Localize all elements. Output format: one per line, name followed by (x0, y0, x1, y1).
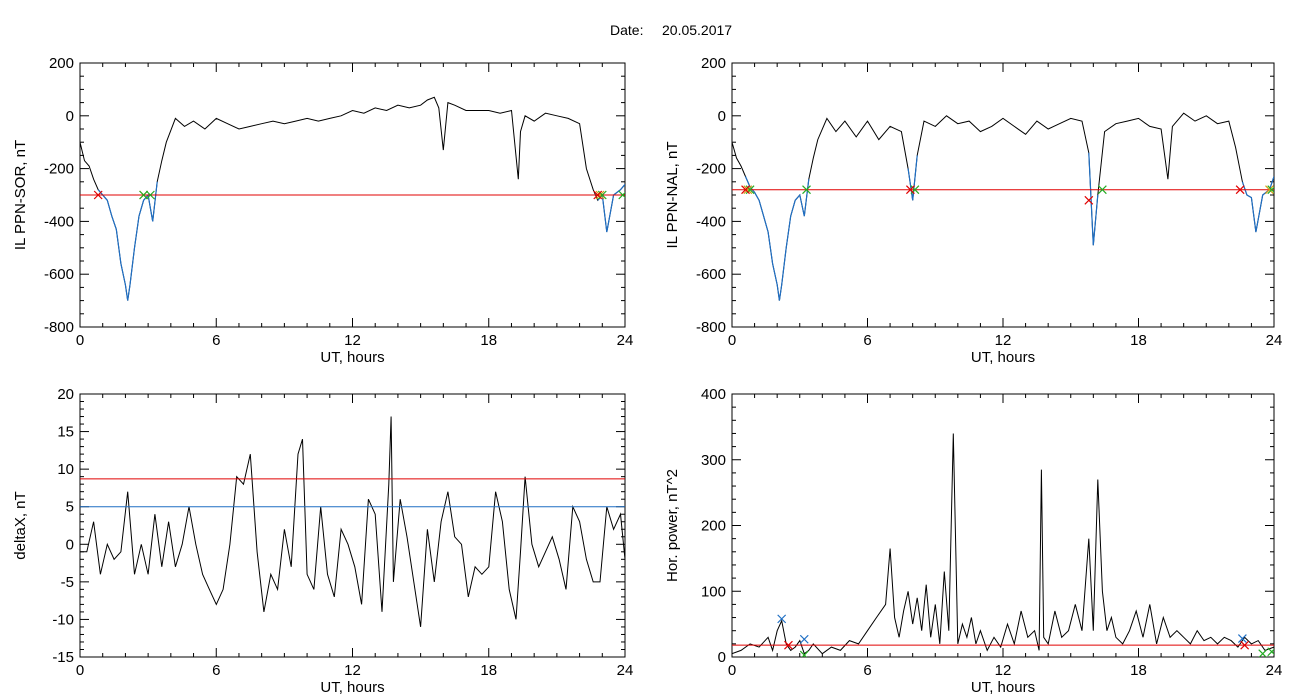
y-tick-label: 5 (66, 499, 74, 516)
marker-orange (595, 190, 605, 200)
marker-red (1084, 195, 1094, 205)
y-tick-label: 10 (57, 461, 74, 478)
plot-frame (731, 393, 1275, 658)
y-tick-label: -10 (52, 611, 74, 628)
marker-red (741, 185, 750, 195)
x-axis-title: UT, hours (971, 679, 1035, 696)
marker-red (1240, 640, 1250, 650)
x-tick-label: 24 (617, 662, 634, 679)
series-line-highlight (744, 176, 810, 301)
x-tick-label: 12 (344, 662, 361, 679)
x-tick-label: 12 (995, 332, 1012, 349)
y-axis-title: IL PPN-NAL, nT (664, 142, 681, 249)
y-tick-label: 20 (57, 386, 74, 403)
y-tick-label: -800 (696, 319, 726, 336)
y-tick-label: 400 (701, 386, 726, 403)
y-axis-title: Hor. power, nT^2 (664, 469, 681, 582)
y-tick-label: -200 (696, 161, 726, 178)
plot-frame (731, 62, 1275, 328)
y-tick-label: -5 (61, 574, 74, 591)
marker-green (1258, 649, 1268, 657)
marker-blue (1237, 634, 1247, 644)
x-tick-label: 0 (76, 662, 84, 679)
series-line-highlight (907, 155, 918, 201)
plot-deltax: 0 6 12 18 24 20 15 10 5 0 -5 -10 -15 UT, hours deltaX,… (12, 386, 633, 696)
y-tick-label: 100 (701, 583, 726, 600)
page-title-date-label: Date: (610, 22, 643, 38)
x-tick-label: 24 (617, 332, 634, 349)
x-tick-label: 0 (728, 332, 736, 349)
y-tick-label: -600 (696, 266, 726, 283)
marker-red (93, 190, 103, 200)
y-tick-label: -400 (44, 213, 74, 230)
series-line (80, 416, 625, 627)
x-tick-label: 6 (863, 662, 871, 679)
y-tick-label: 0 (66, 536, 74, 553)
series-line (80, 96, 625, 301)
y-tick-label: 200 (701, 518, 726, 535)
marker-green (799, 650, 809, 657)
x-tick-label: 6 (863, 332, 871, 349)
marker-red (1235, 185, 1245, 195)
x-tick-label: 24 (1266, 332, 1283, 349)
marker-orange (1265, 185, 1274, 195)
x-axis-title: UT, hours (320, 679, 384, 696)
marker-green (802, 185, 811, 195)
y-axis-title: IL PPN-SOR, nT (12, 140, 29, 250)
page-title-date-value: 20.05.2017 (662, 22, 732, 38)
y-tick-label: -600 (44, 266, 74, 283)
plot-hor-power: 0 6 12 18 24 400 300 200 100 0 UT, hours Hor. power… (664, 386, 1282, 696)
y-tick-label: 0 (66, 108, 74, 125)
plot-area (732, 112, 1274, 301)
y-axis-title: deltaX, nT (12, 491, 29, 559)
y-tick-label: 300 (701, 452, 726, 469)
marker-green (145, 190, 155, 200)
series-line-highlight (1241, 176, 1274, 233)
marker-orange (743, 185, 753, 195)
series-line-highlight (1088, 152, 1099, 246)
marker-green (1267, 185, 1274, 195)
plot-area (80, 416, 625, 627)
y-tick-label: 200 (701, 55, 726, 72)
marker-red (593, 190, 603, 200)
y-tick-label: 15 (57, 424, 74, 441)
y-tick-label: -200 (44, 161, 74, 178)
x-tick-label: 18 (1130, 662, 1147, 679)
x-axis-title: UT, hours (320, 349, 384, 366)
plot-area (732, 433, 1274, 657)
marker-red (905, 185, 915, 195)
marker-green (1267, 647, 1274, 657)
plot-il-sor: 0 6 12 18 24 200 0 -200 -400 -600 -800 UT, hours IL … (12, 55, 633, 366)
x-tick-label: 12 (995, 662, 1012, 679)
plot-il-nal: 0 6 12 18 24 200 0 -200 -400 -600 -800 UT, hours IL … (664, 55, 1282, 366)
y-tick-label: 0 (718, 108, 726, 125)
x-tick-label: 0 (76, 332, 84, 349)
x-tick-label: 24 (1266, 662, 1283, 679)
y-tick-label: -15 (52, 649, 74, 666)
plot-frame (79, 393, 626, 658)
x-tick-label: 0 (728, 662, 736, 679)
marker-green (1097, 185, 1107, 195)
y-tick-label: 0 (718, 649, 726, 666)
series-line (732, 433, 1274, 655)
x-tick-label: 18 (480, 332, 497, 349)
x-axis-title: UT, hours (971, 349, 1035, 366)
series-line-highlight (97, 181, 158, 301)
x-tick-label: 18 (1130, 332, 1147, 349)
marker-green (139, 190, 149, 200)
x-tick-label: 12 (344, 332, 361, 349)
y-tick-label: 200 (49, 55, 74, 72)
x-tick-label: 6 (212, 332, 220, 349)
marker-green (618, 190, 625, 200)
marker-blue (777, 614, 787, 624)
series-line (732, 112, 1274, 301)
x-tick-label: 18 (480, 662, 497, 679)
marker-red (784, 640, 793, 650)
marker-blue (799, 634, 809, 644)
y-tick-label: -800 (44, 319, 74, 336)
x-tick-label: 6 (212, 662, 220, 679)
y-tick-label: -400 (696, 213, 726, 230)
plot-area (80, 96, 625, 301)
